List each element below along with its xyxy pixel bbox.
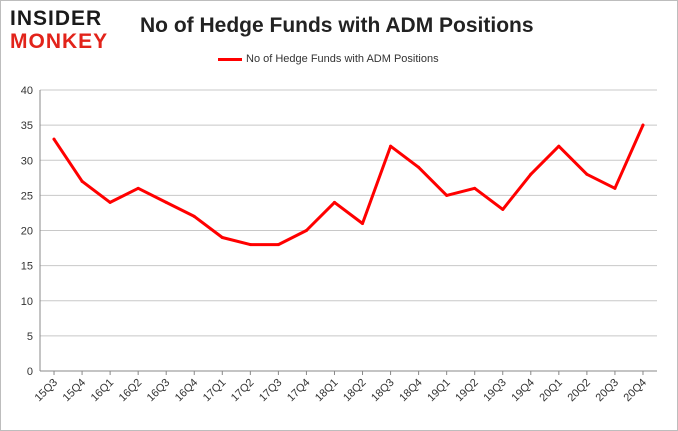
data-point-18Q1 — [332, 200, 336, 204]
grid-lines — [39, 89, 657, 372]
data-point-16Q3 — [164, 200, 168, 204]
data-point-20Q3 — [613, 186, 617, 190]
y-tick-label-35: 35 — [21, 120, 33, 132]
data-point-18Q3 — [389, 144, 393, 148]
chart-title: No of Hedge Funds with ADM Positions — [140, 14, 534, 37]
data-point-19Q2 — [473, 186, 477, 190]
data-point-18Q2 — [361, 221, 365, 225]
x-tick-label-18Q2: 18Q2 — [341, 377, 369, 405]
data-point-16Q1 — [108, 200, 112, 204]
data-point-16Q4 — [192, 214, 196, 218]
data-point-17Q1 — [220, 236, 224, 240]
data-point-15Q4 — [80, 179, 84, 183]
legend-label: No of Hedge Funds with ADM Positions — [246, 53, 439, 65]
series-group — [52, 123, 645, 247]
x-tick-label-17Q1: 17Q1 — [201, 377, 229, 405]
x-tick-label-18Q1: 18Q1 — [313, 377, 341, 405]
y-axis-ticks: 0 5 10 15 20 25 30 35 40 — [21, 85, 33, 378]
x-tick-label-16Q2: 16Q2 — [117, 377, 145, 405]
x-tick-label-17Q4: 17Q4 — [285, 377, 313, 405]
x-tick-label-16Q3: 16Q3 — [145, 377, 173, 405]
x-tick-label-15Q4: 15Q4 — [61, 377, 89, 405]
legend-swatch — [218, 57, 242, 61]
x-tick-label-15Q3: 15Q3 — [33, 377, 61, 405]
data-point-18Q4 — [417, 165, 421, 169]
x-tick-label-19Q1: 19Q1 — [425, 377, 453, 405]
x-tick-label-19Q4: 19Q4 — [509, 377, 537, 405]
x-tick-label-17Q2: 17Q2 — [229, 377, 257, 405]
x-tick-label-20Q4: 20Q4 — [622, 377, 650, 405]
data-point-17Q4 — [304, 229, 308, 232]
data-point-15Q3 — [52, 137, 56, 141]
y-tick-label-5: 5 — [27, 331, 33, 343]
x-tick-label-20Q3: 20Q3 — [594, 377, 622, 405]
x-tick-label-18Q3: 18Q3 — [369, 377, 397, 405]
x-tick-label-17Q3: 17Q3 — [257, 377, 285, 405]
data-point-20Q2 — [585, 172, 589, 176]
y-tick-label-15: 15 — [21, 261, 33, 273]
data-point-20Q1 — [557, 144, 561, 148]
data-point-16Q2 — [136, 186, 140, 190]
insider-monkey-logo: INSIDER MONKEY — [10, 8, 108, 52]
y-tick-label-0: 0 — [27, 366, 33, 378]
y-tick-label-30: 30 — [21, 155, 33, 167]
logo-line-2: MONKEY — [10, 30, 109, 53]
data-point-17Q3 — [276, 243, 280, 247]
data-point-17Q2 — [248, 243, 252, 247]
data-point-19Q4 — [529, 172, 533, 176]
series-line-0 — [52, 123, 645, 247]
data-point-19Q3 — [501, 207, 505, 211]
y-tick-label-10: 10 — [21, 296, 33, 308]
x-tick-label-20Q1: 20Q1 — [537, 377, 565, 405]
x-tick-label-19Q3: 19Q3 — [481, 377, 509, 405]
x-tick-label-16Q1: 16Q1 — [89, 377, 117, 405]
data-point-19Q1 — [445, 193, 449, 197]
y-tick-label-40: 40 — [21, 85, 33, 97]
x-tick-label-19Q2: 19Q2 — [453, 377, 481, 405]
data-point-20Q4 — [641, 123, 645, 127]
y-tick-label-20: 20 — [21, 226, 33, 238]
chart-legend: No of Hedge Funds with ADM Positions — [218, 53, 439, 65]
x-axis-ticks: 15Q3 15Q4 16Q1 16Q2 16Q3 16Q4 17Q1 17Q2 17Q3 17Q4… — [33, 371, 649, 404]
x-tick-label-16Q4: 16Q4 — [173, 377, 201, 405]
y-tick-label-25: 25 — [21, 190, 33, 202]
logo-line-1: INSIDER — [10, 7, 103, 30]
x-tick-label-18Q4: 18Q4 — [397, 377, 425, 405]
x-tick-label-20Q2: 20Q2 — [565, 377, 593, 405]
